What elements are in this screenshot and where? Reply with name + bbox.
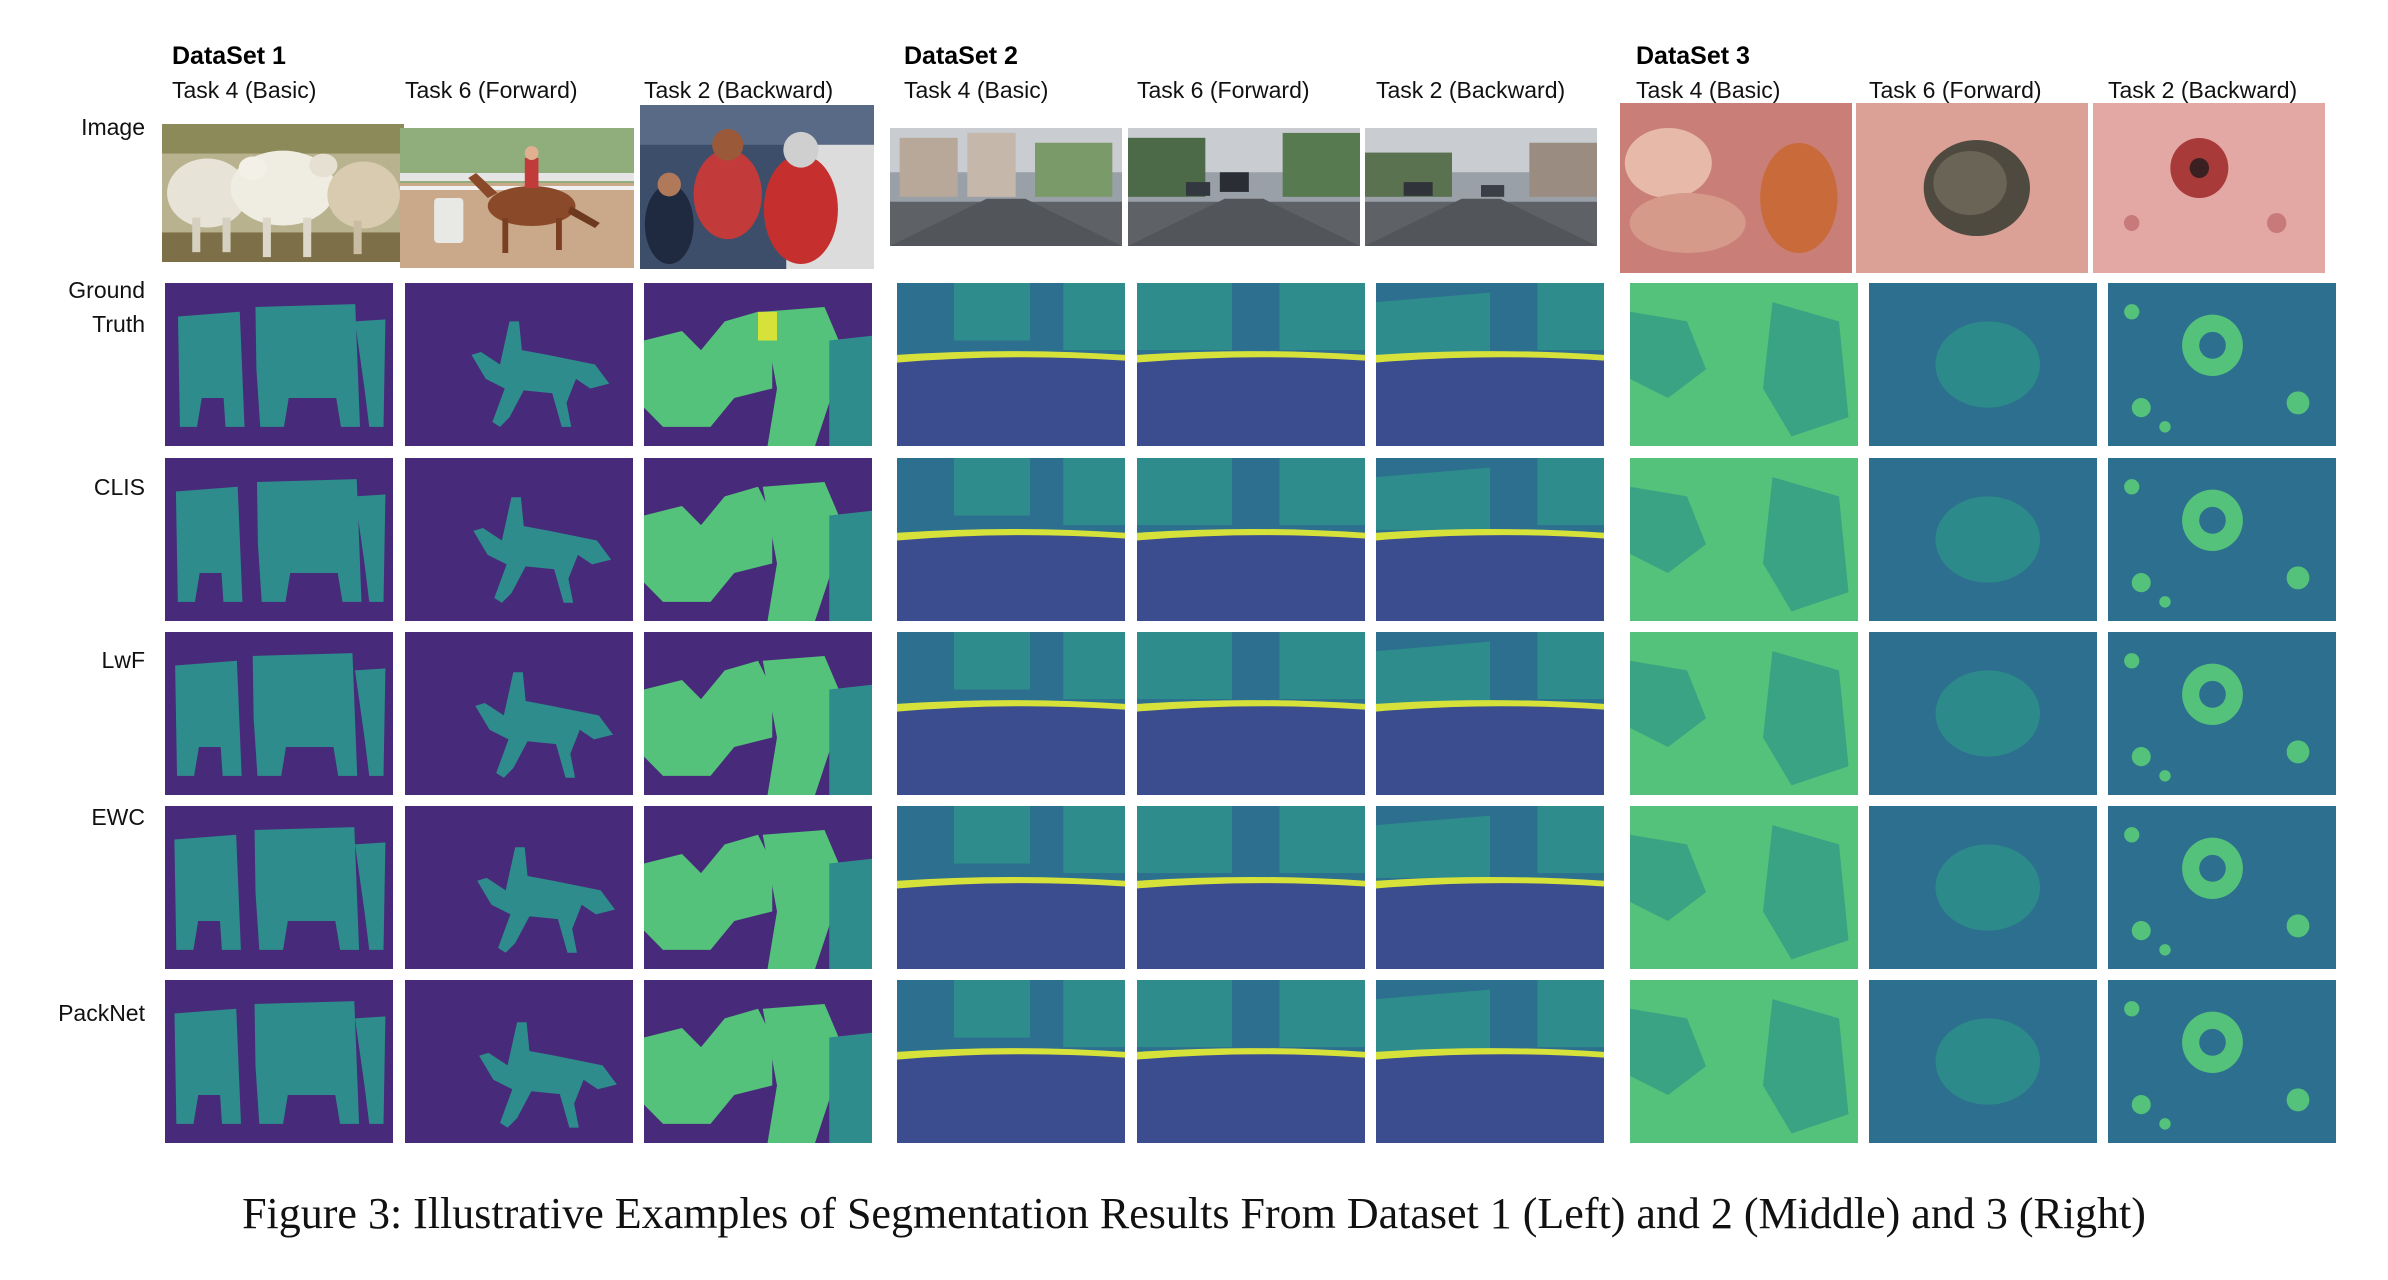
segmentation-mask-clis <box>1869 458 2097 621</box>
column-label: Task 4 (Basic) <box>172 77 317 103</box>
segmentation-mask-ewc <box>1376 806 1604 969</box>
column-label: Task 4 (Basic) <box>1636 77 1781 103</box>
segmentation-mask-packnet <box>2108 980 2336 1143</box>
row-label: Image <box>81 114 145 140</box>
segmentation-mask-ground-truth <box>1376 283 1604 446</box>
segmentation-mask-packnet <box>1630 980 1858 1143</box>
input-photo <box>890 128 1122 246</box>
segmentation-mask-packnet <box>644 980 872 1143</box>
dataset-title: DataSet 2 <box>904 42 1018 70</box>
segmentation-mask-clis <box>405 458 633 621</box>
segmentation-mask-lwf <box>897 632 1125 795</box>
segmentation-mask-ewc <box>165 806 393 969</box>
segmentation-mask-ground-truth <box>1869 283 2097 446</box>
column-label: Task 6 (Forward) <box>1869 77 2042 103</box>
segmentation-mask-ground-truth <box>1137 283 1365 446</box>
segmentation-mask-lwf <box>644 632 872 795</box>
segmentation-mask-clis <box>2108 458 2336 621</box>
segmentation-mask-clis <box>644 458 872 621</box>
input-photo <box>1856 103 2088 273</box>
segmentation-mask-packnet <box>405 980 633 1143</box>
segmentation-mask-ewc <box>405 806 633 969</box>
segmentation-mask-ground-truth <box>165 283 393 446</box>
segmentation-mask-ewc <box>1137 806 1365 969</box>
segmentation-mask-packnet <box>1137 980 1365 1143</box>
dataset-title: DataSet 1 <box>172 42 286 70</box>
input-photo <box>1365 128 1597 246</box>
column-label: Task 6 (Forward) <box>405 77 578 103</box>
segmentation-mask-lwf <box>2108 632 2336 795</box>
segmentation-mask-ewc <box>1869 806 2097 969</box>
segmentation-mask-ground-truth <box>644 283 872 446</box>
row-label: Ground Truth <box>68 277 145 337</box>
segmentation-mask-lwf <box>165 632 393 795</box>
segmentation-mask-ewc <box>644 806 872 969</box>
segmentation-mask-lwf <box>1376 632 1604 795</box>
segmentation-mask-clis <box>897 458 1125 621</box>
segmentation-mask-clis <box>1137 458 1365 621</box>
input-photo <box>400 128 634 268</box>
figure-caption: Figure 3: Illustrative Examples of Segme… <box>242 1189 2146 1238</box>
input-photo <box>1620 103 1852 273</box>
input-photo <box>162 124 404 262</box>
column-label: Task 2 (Backward) <box>2108 77 2298 103</box>
input-photo <box>640 105 874 269</box>
segmentation-mask-packnet <box>897 980 1125 1143</box>
segmentation-mask-packnet <box>165 980 393 1143</box>
segmentation-mask-lwf <box>1630 632 1858 795</box>
row-label: LwF <box>101 647 145 673</box>
segmentation-mask-ewc <box>2108 806 2336 969</box>
segmentation-mask-ground-truth <box>897 283 1125 446</box>
segmentation-mask-ewc <box>897 806 1125 969</box>
column-label: Task 2 (Backward) <box>644 77 834 103</box>
row-label: CLIS <box>93 474 145 500</box>
segmentation-mask-clis <box>1630 458 1858 621</box>
segmentation-mask-ground-truth <box>405 283 633 446</box>
input-photo <box>2093 103 2325 273</box>
column-label: Task 6 (Forward) <box>1137 77 1310 103</box>
segmentation-mask-lwf <box>1869 632 2097 795</box>
dataset-title: DataSet 3 <box>1636 42 1750 70</box>
segmentation-mask-clis <box>1376 458 1604 621</box>
input-photo <box>1128 128 1360 246</box>
segmentation-mask-ewc <box>1630 806 1858 969</box>
segmentation-mask-packnet <box>1869 980 2097 1143</box>
column-label: Task 4 (Basic) <box>904 77 1049 103</box>
segmentation-mask-ground-truth <box>1630 283 1858 446</box>
segmentation-mask-clis <box>165 458 393 621</box>
row-label: PackNet <box>58 1000 145 1026</box>
segmentation-mask-lwf <box>405 632 633 795</box>
segmentation-mask-ground-truth <box>2108 283 2336 446</box>
segmentation-mask-packnet <box>1376 980 1604 1143</box>
row-label: EWC <box>91 804 145 830</box>
column-label: Task 2 (Backward) <box>1376 77 1566 103</box>
segmentation-figure: DataSet 1 DataSet 2 DataSet 3 Task 4 (Ba… <box>58 42 2336 1143</box>
segmentation-mask-lwf <box>1137 632 1365 795</box>
